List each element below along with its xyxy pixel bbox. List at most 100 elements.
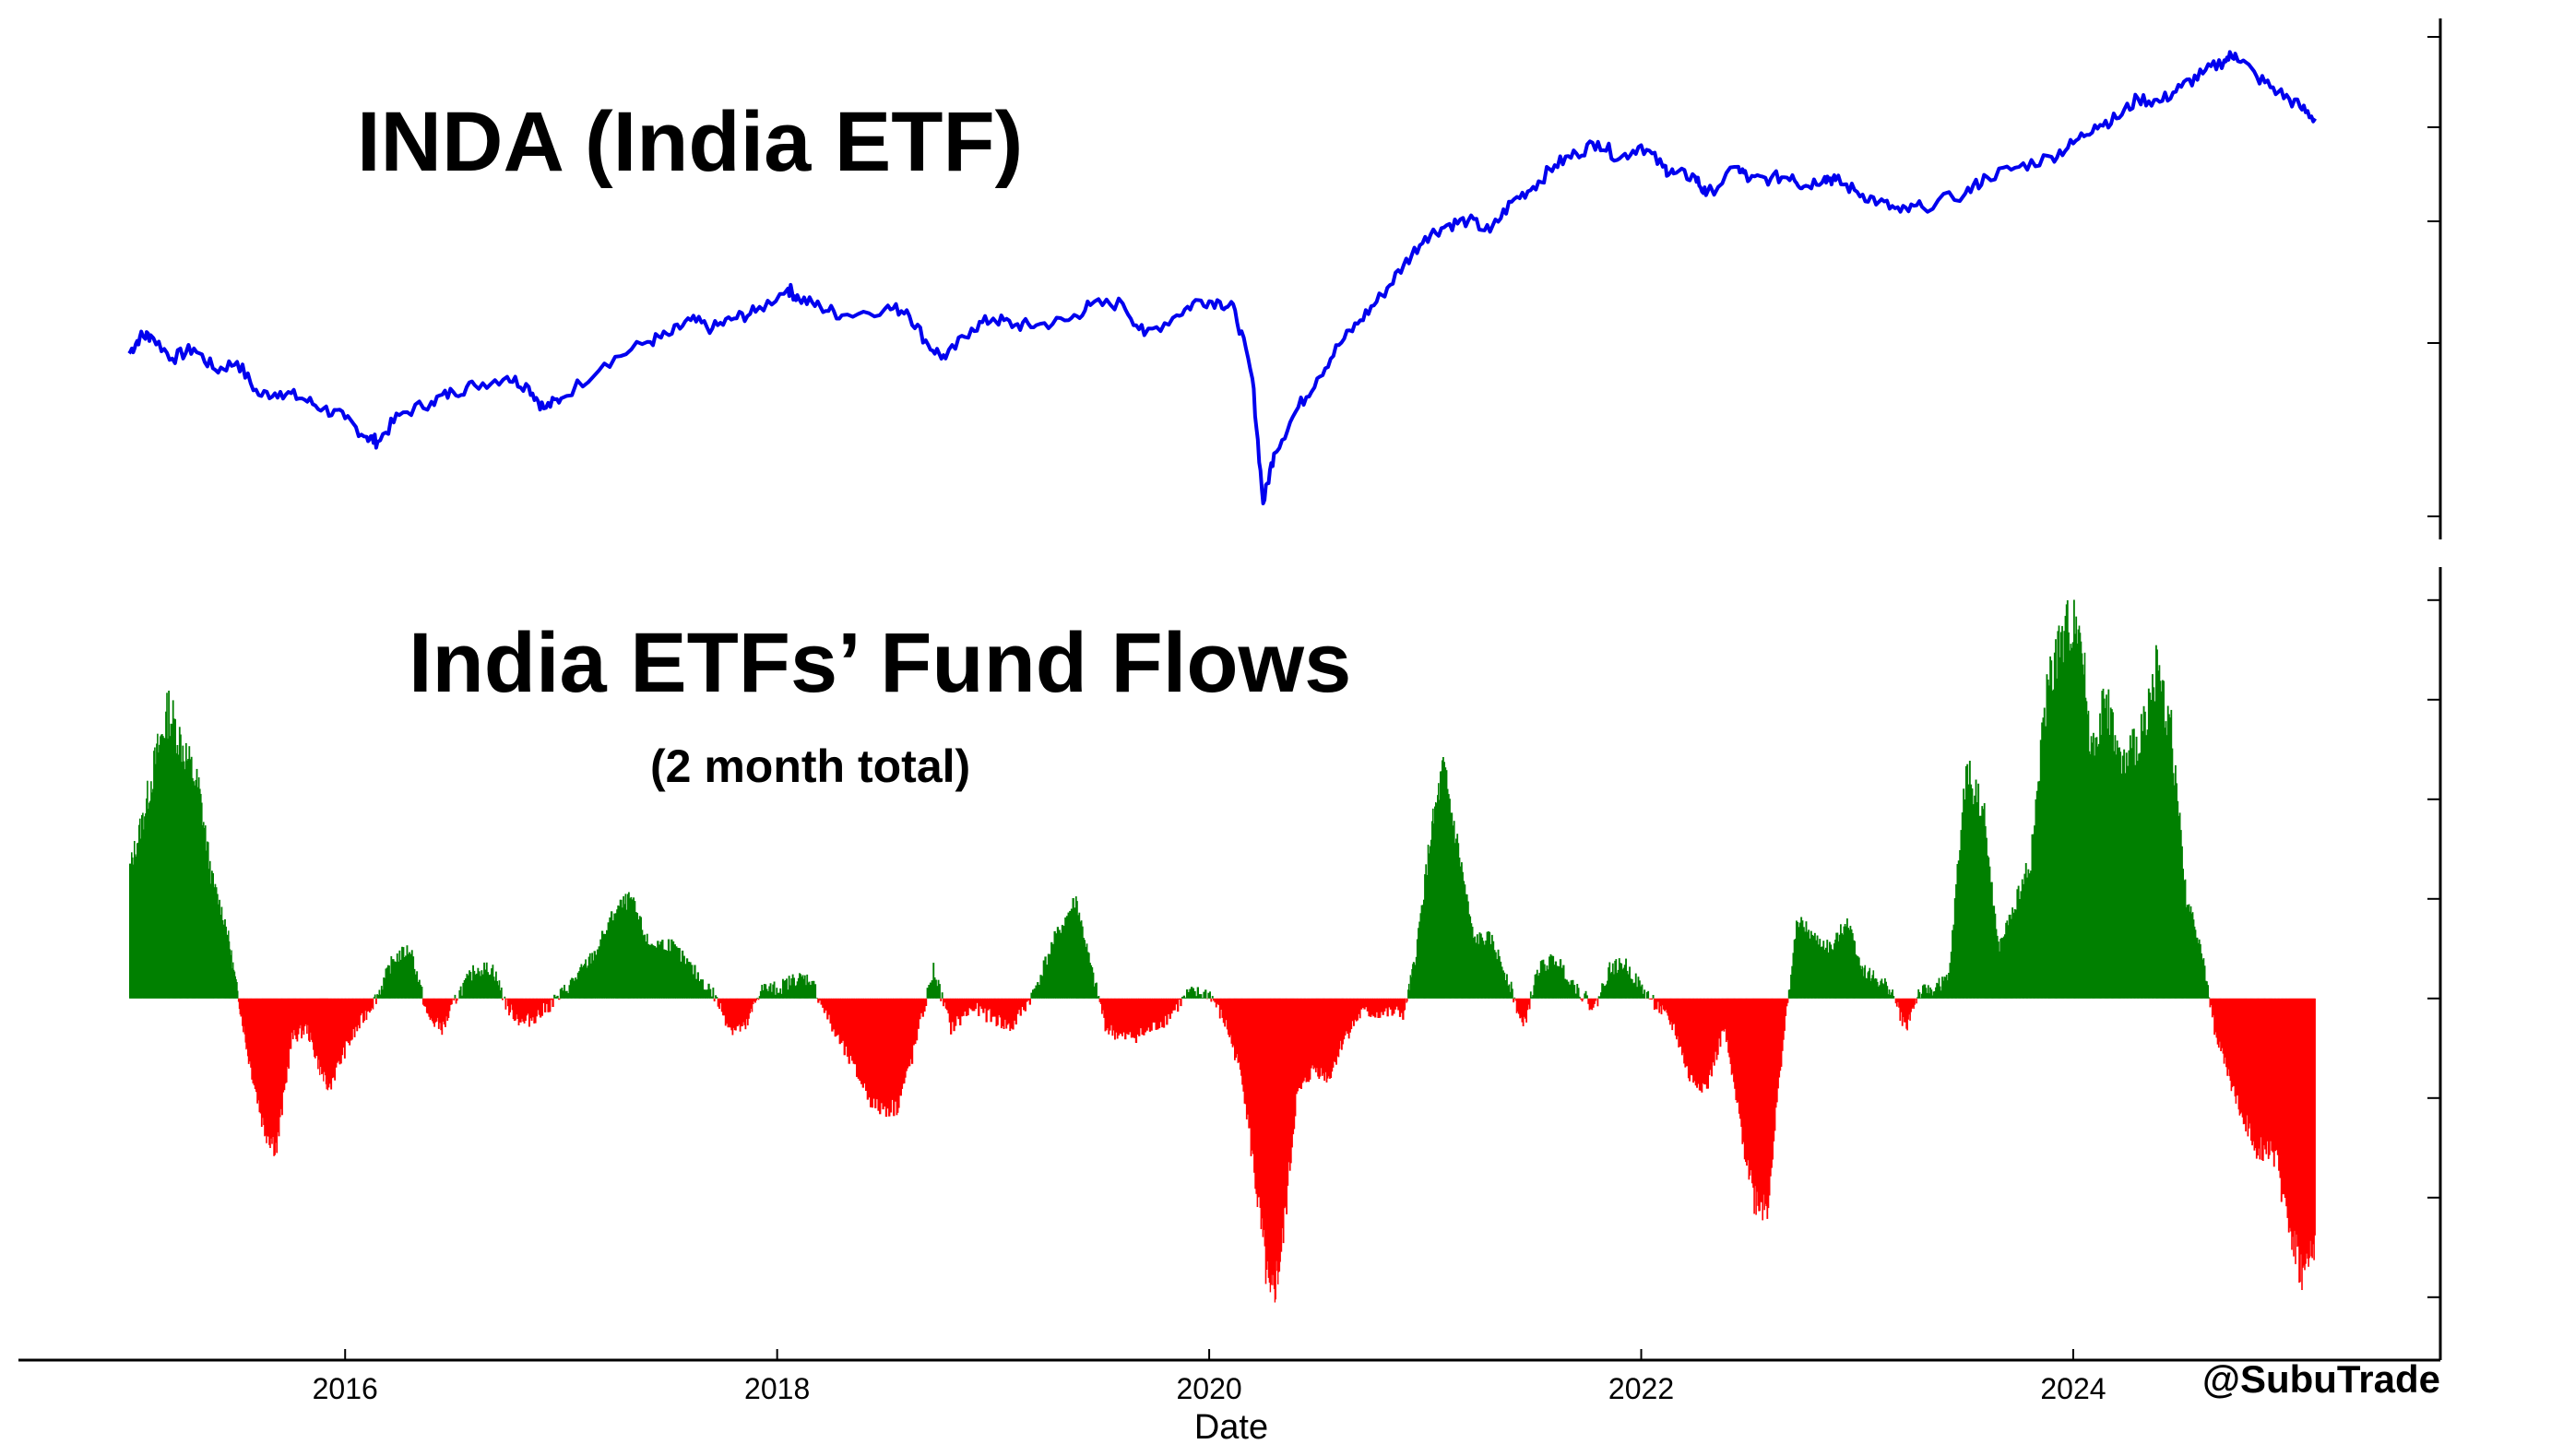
flow-bar	[453, 998, 456, 1000]
flow-bar	[852, 998, 855, 1064]
flow-bar	[1243, 998, 1246, 1104]
flow-bar	[1343, 998, 1346, 1040]
flow-bar	[1281, 998, 1284, 1228]
flow-bar	[1925, 988, 1928, 999]
flow-bar	[1844, 924, 1846, 999]
flow-bar	[1294, 998, 1297, 1117]
flow-bar	[1286, 998, 1287, 1214]
flow-bar	[2050, 660, 2053, 999]
flow-bar	[1370, 998, 1374, 1015]
flow-bar	[297, 998, 300, 1035]
flow-bar	[2177, 815, 2180, 999]
flow-bar	[1864, 965, 1866, 999]
flow-bar	[897, 998, 900, 1108]
flow-bar	[1950, 952, 1952, 999]
flow-bar	[1616, 973, 1619, 999]
flow-bar	[1386, 998, 1389, 1017]
flow-bar	[2213, 998, 2215, 1036]
flow-bar	[238, 998, 241, 1010]
flow-bar	[1640, 986, 1643, 999]
date-x-axis: 2016 2018 2020 2022 2024	[18, 1349, 2440, 1405]
flow-bar	[720, 998, 723, 1012]
flow-bar	[1370, 998, 1372, 1017]
flow-bar	[1261, 998, 1264, 1219]
flow-bar	[777, 992, 779, 999]
flow-bar	[1620, 963, 1623, 999]
flow-bar	[208, 869, 210, 999]
flow-bar	[1971, 788, 1974, 999]
flow-bar	[2114, 735, 2117, 999]
flow-bar	[334, 998, 337, 1081]
flow-bar	[1346, 998, 1347, 1032]
flow-bar	[623, 896, 624, 999]
flow-bar	[1049, 953, 1051, 999]
flow-bar	[1715, 998, 1718, 1060]
flow-bar	[1287, 998, 1290, 1163]
flow-bar	[302, 998, 304, 1031]
flow-bar	[556, 995, 559, 999]
flow-bar	[926, 988, 929, 999]
flow-bar	[1099, 998, 1102, 1004]
flow-bar	[1228, 998, 1230, 1037]
flow-bar	[1868, 970, 1870, 999]
flow-bar	[321, 998, 324, 1074]
flow-bar	[865, 998, 868, 1091]
flow-bar	[825, 998, 827, 1011]
flow-bar	[441, 998, 444, 1036]
flow-bar	[1005, 998, 1008, 1029]
flow-bar	[1503, 972, 1506, 999]
flow-bar	[1773, 998, 1775, 1142]
flow-bar	[2291, 998, 2293, 1250]
flow-bar	[2078, 625, 2081, 999]
flow-bar	[1674, 998, 1677, 1036]
flow-bar	[235, 978, 237, 999]
flow-bar	[746, 998, 749, 1025]
flow-bar	[1940, 990, 1942, 999]
flow-bar	[2152, 674, 2154, 999]
flow-bar	[1127, 998, 1130, 1036]
flow-bar	[327, 998, 330, 1088]
flow-bar	[955, 998, 958, 1017]
flow-bar	[1336, 998, 1339, 1057]
flow-bar	[1090, 965, 1093, 999]
flow-bar	[1050, 941, 1053, 999]
flow-bar	[559, 988, 563, 999]
flow-bar	[1664, 998, 1666, 1012]
flow-bar	[791, 974, 794, 999]
flow-bar	[776, 988, 778, 999]
flow-bar	[2082, 674, 2085, 999]
flow-bar	[1935, 987, 1937, 999]
flow-bar	[1984, 826, 1987, 999]
flow-bar	[1623, 965, 1626, 999]
flow-bar	[1712, 998, 1715, 1063]
flow-bar	[428, 998, 431, 1017]
flow-bar	[189, 759, 192, 999]
flow-bar	[2149, 692, 2152, 999]
flow-bar	[1000, 998, 1003, 1029]
flow-bar	[2082, 664, 2084, 999]
flow-bar	[2140, 714, 2142, 999]
flow-bar	[733, 998, 736, 1031]
flow-bar	[140, 838, 142, 999]
flow-bar	[1542, 959, 1545, 999]
flow-bar	[1104, 998, 1107, 1032]
flow-bar	[955, 998, 957, 1026]
flow-bar	[481, 970, 483, 999]
flow-bar	[267, 998, 269, 1137]
flow-bar	[1407, 989, 1409, 999]
flow-bar	[1834, 940, 1836, 999]
flow-bar	[1960, 830, 1963, 999]
flow-bar	[1431, 821, 1433, 999]
flow-bar	[414, 974, 417, 999]
flow-bar	[1932, 991, 1935, 999]
flow-bar	[590, 963, 592, 999]
flow-bar	[596, 949, 599, 999]
flow-bar	[1577, 988, 1580, 999]
flow-bar	[357, 998, 360, 1025]
flow-bar	[1042, 960, 1045, 999]
flow-bar	[581, 966, 584, 999]
flow-bar	[496, 980, 498, 999]
flow-bar	[409, 953, 412, 999]
flow-bar	[303, 998, 306, 1026]
flow-bar	[1209, 991, 1211, 999]
